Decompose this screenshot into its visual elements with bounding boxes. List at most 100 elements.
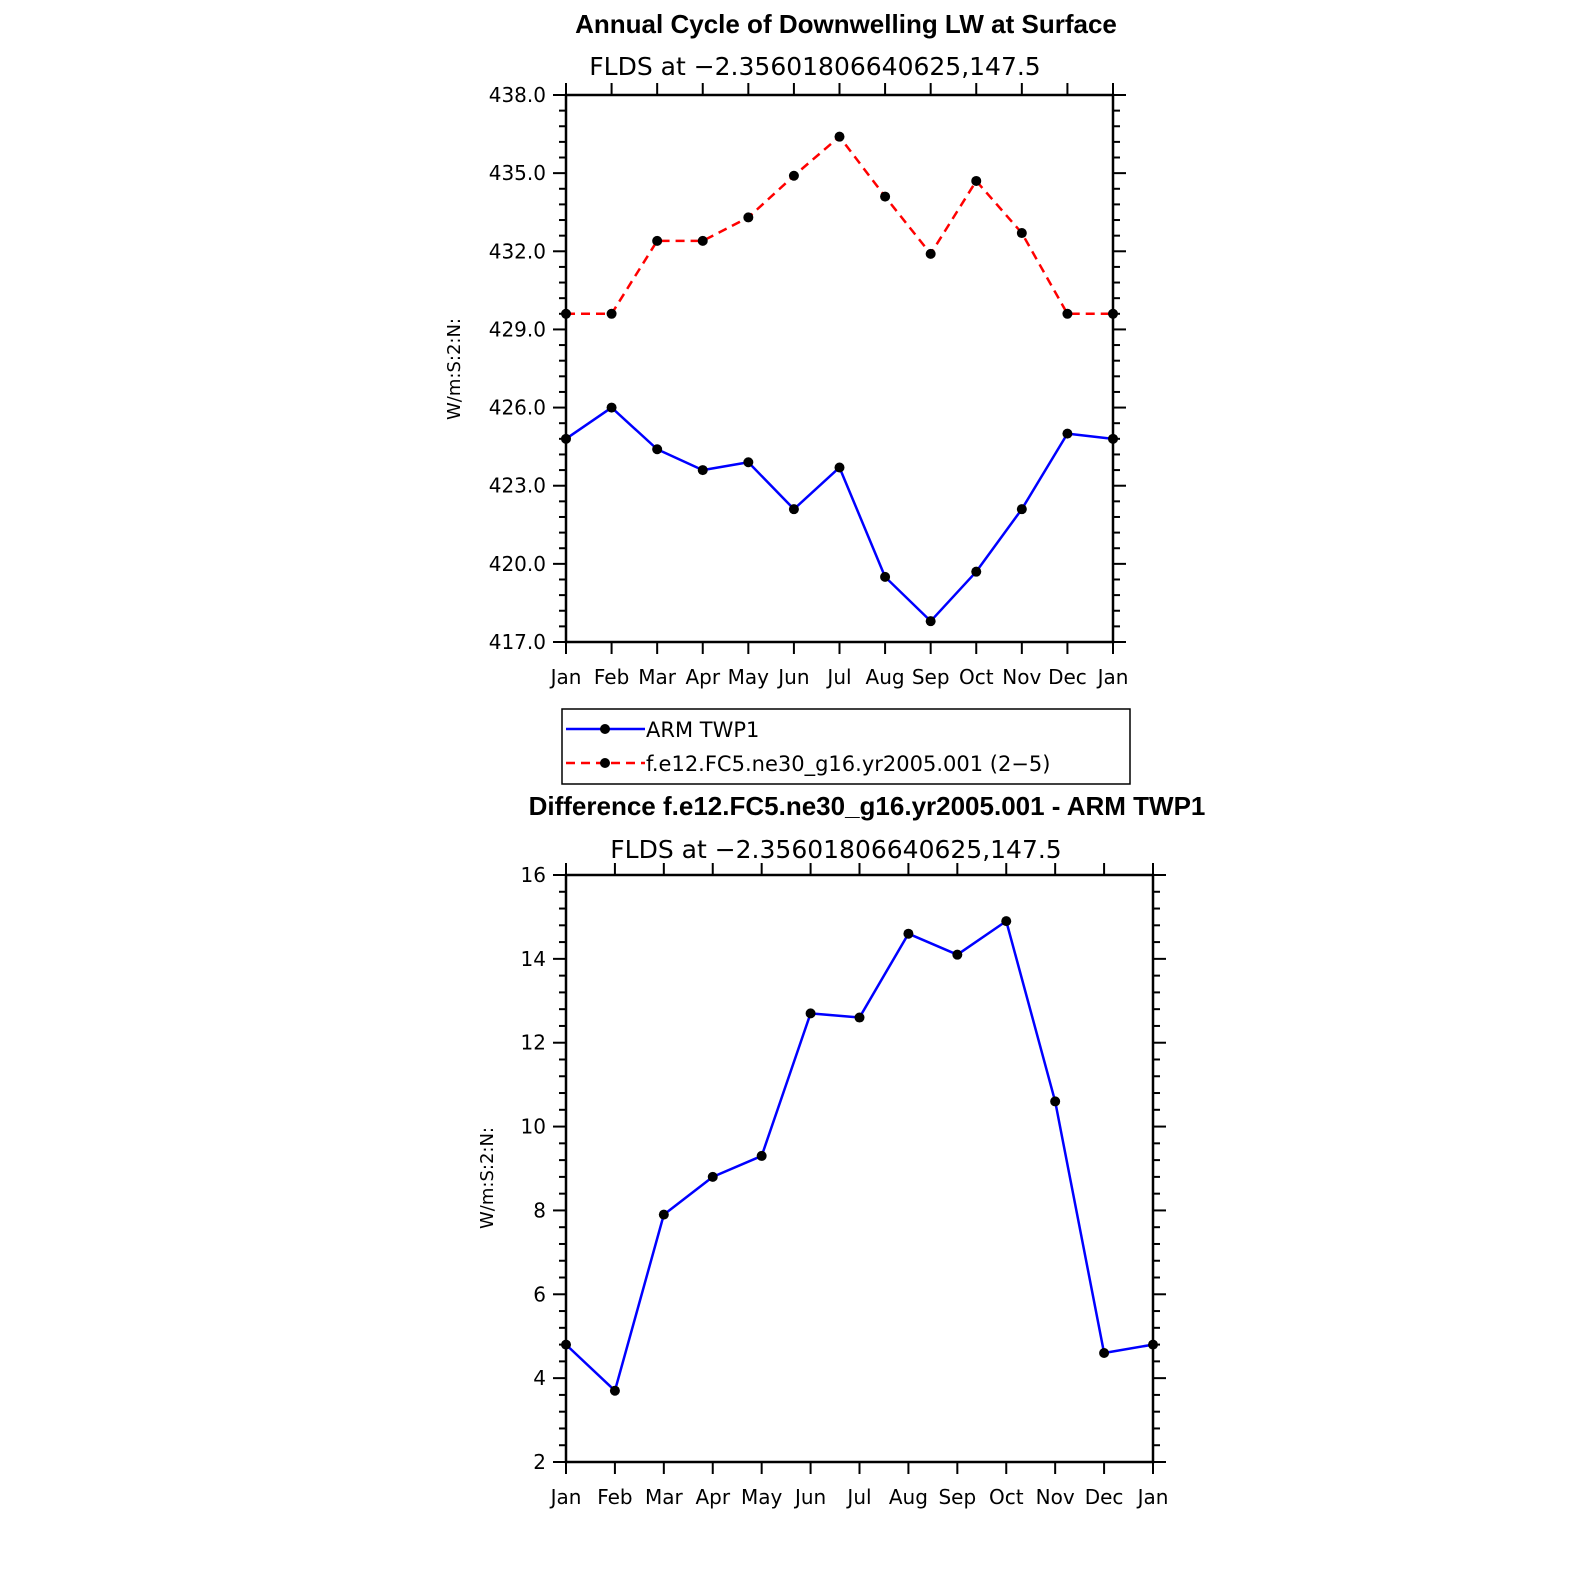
y-tick-label: 16 [521,863,546,887]
series-line [566,135,1113,316]
y-tick-label: 12 [521,1031,546,1055]
series-line [565,919,1154,1392]
x-tick-label: Oct [989,1485,1024,1509]
x-tick-label: Sep [912,665,950,689]
data-point [743,212,754,223]
annual-cycle-chart: Annual Cycle of Downwelling LW at Surfac… [444,9,1131,785]
y-tick-label: 2 [533,1450,546,1474]
x-tick-label: Aug [889,1485,928,1509]
data-point [1108,308,1118,319]
y-tick-label: 6 [533,1282,546,1306]
data-point [697,235,708,246]
y-tick-label: 417.0 [489,630,546,654]
data-point [606,402,617,413]
data-point [652,235,663,246]
x-tick-label: Dec [1085,1485,1124,1509]
x-tick-label: May [741,1485,783,1509]
data-point [788,504,799,515]
plot-frame [564,873,1155,1464]
y-axis-label: W/m:S:2:N: [477,1127,498,1229]
x-tick-label: May [728,665,770,689]
y-tick-label: 4 [533,1366,546,1390]
y-axis-label: W/m:S:2:N: [444,318,465,420]
x-tick-label: Jan [549,665,582,689]
plot-axes: 2 4 6 8 10 12 14 16 Jan Feb Mar Apr May Jun Jul Aug Sep O… [521,863,1169,1509]
x-tick-label: Jul [825,665,851,689]
x-tick-label: Jul [845,1485,871,1509]
y-tick-label: 14 [521,947,546,971]
data-point [1062,428,1073,439]
data-point [1108,433,1118,444]
data-point [609,1385,620,1396]
data-point [971,175,982,186]
x-tick-label: Jan [1096,665,1129,689]
x-tick-label: Jan [1136,1485,1169,1509]
data-point [1016,504,1027,515]
data-point [971,566,982,577]
data-point [834,462,845,473]
series-line [565,406,1114,623]
chart-title: Difference f.e12.FC5.ne30_g16.yr2005.001… [529,791,1206,821]
y-tick-label: 438.0 [489,83,546,107]
x-tick-label: Sep [938,1485,976,1509]
data-point [952,949,963,960]
x-tick-label: Feb [594,665,629,689]
data-point [707,1171,718,1182]
legend-label-model: f.e12.FC5.ne30_g16.yr2005.001 (2−5) [646,752,1050,777]
data-point [925,616,936,627]
y-tick-label: 423.0 [489,474,546,498]
x-tick-label: Mar [645,1485,684,1509]
data-point [561,308,571,319]
y-tick-label: 420.0 [489,552,546,576]
data-point [903,928,914,939]
x-tick-label: Apr [685,665,720,689]
x-tick-label: Jun [776,665,809,689]
data-point [756,1150,767,1161]
chart-subtitle: FLDS at −2.35601806640625,147.5 [610,835,1061,864]
plot-axes: 417.0 420.0 423.0 426.0 429.0 432.0 435.0 438.0… [489,83,1129,689]
series-group [561,131,1118,627]
data-point [561,1339,571,1350]
legend-marker-model [600,758,610,768]
data-point [606,308,617,319]
x-tick-label: Jun [793,1485,826,1509]
series-group [561,916,1158,1396]
data-point [925,248,936,259]
x-tick-label: Mar [638,665,677,689]
chart-title: Annual Cycle of Downwelling LW at Surfac… [575,9,1117,39]
data-point [743,457,754,468]
data-point [1001,916,1012,927]
data-point [788,170,799,181]
x-tick-label: Apr [695,1485,730,1509]
x-tick-label: Nov [1036,1485,1075,1509]
legend-box [561,708,1131,785]
legend: ARM TWP1 f.e12.FC5.ne30_g16.yr2005.001 (… [561,708,1131,785]
x-tick-label: Dec [1048,665,1087,689]
data-point [1062,308,1073,319]
legend-label-arm: ARM TWP1 [646,718,759,742]
legend-marker-arm [600,724,610,734]
y-tick-label: 435.0 [489,161,546,185]
x-tick-label: Nov [1002,665,1041,689]
plot-frame [564,93,1115,644]
data-point [561,433,571,444]
x-tick-label: Jan [549,1485,582,1509]
x-tick-label: Feb [597,1485,632,1509]
y-tick-label: 8 [533,1198,546,1222]
data-point [834,131,845,142]
data-point [697,465,708,476]
y-tick-label: 432.0 [489,239,546,263]
y-tick-label: 10 [521,1115,546,1139]
data-point [1099,1347,1110,1358]
difference-chart: Difference f.e12.FC5.ne30_g16.yr2005.001… [477,791,1205,1509]
data-point [1050,1096,1061,1107]
x-tick-label: Oct [959,665,994,689]
data-point [880,191,891,202]
y-tick-label: 426.0 [489,396,546,420]
x-tick-label: Aug [866,665,905,689]
data-point [1016,228,1027,239]
data-point [854,1012,865,1023]
data-point [658,1209,669,1220]
y-tick-label: 429.0 [489,317,546,341]
